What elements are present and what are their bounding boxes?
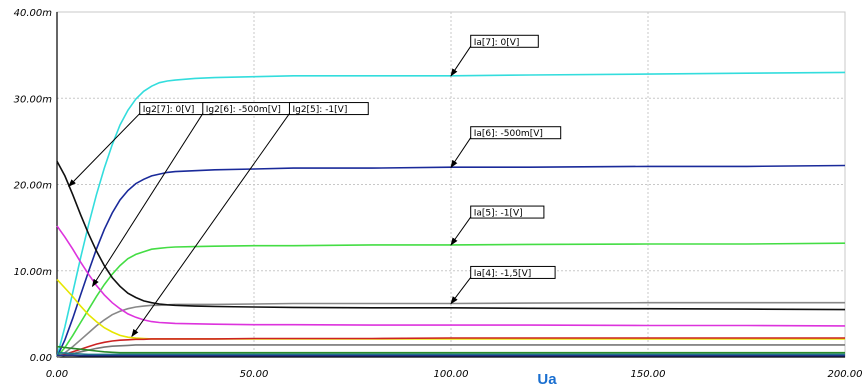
- annotation-label: Ig2[5]: -1[V]: [292, 105, 347, 115]
- annotation-label: Ia[7]: 0[V]: [474, 38, 520, 48]
- annotation-box: [288, 102, 369, 116]
- series-line-0: [56, 71, 846, 358]
- annotation-box: [470, 205, 545, 219]
- x-tick-label: 0.00: [46, 369, 68, 380]
- annotation-arrow: [450, 277, 472, 305]
- series-line-9: [56, 345, 845, 354]
- axes: [56, 12, 845, 358]
- annotation-arrow: [131, 113, 290, 338]
- annotation-label: Ig2[6]: -500m[V]: [206, 105, 281, 115]
- annotation-arrow: [68, 113, 141, 187]
- series-line-1: [56, 164, 846, 358]
- tick-labels: 0.00 50.00 100.00 150.00 200.00 0.00 10.00m 20.…: [14, 8, 863, 380]
- annotation-label: Ig2[7]: 0[V]: [143, 105, 195, 115]
- series-line-3: [56, 301, 845, 358]
- y-tick-label: 0.00: [30, 353, 52, 364]
- y-tick-label: 30.00m: [14, 94, 53, 105]
- annotation-arrow: [91, 113, 204, 288]
- annotation-label: Ia[5]: -1[V]: [474, 209, 523, 219]
- y-tick-label: 10.00m: [14, 267, 53, 278]
- annotation-arrow: [450, 46, 472, 77]
- y-tick-label: 20.00m: [14, 181, 53, 192]
- x-tick-label: 150.00: [631, 369, 666, 380]
- annotations: Ia[7]: 0[V] Ia[6]: -500m[V] Ia[5]: -1[V] Ia…: [68, 34, 562, 338]
- annotation-label: Ia[6]: -500m[V]: [474, 129, 543, 139]
- x-axis-label: Ua: [537, 371, 557, 387]
- annotation-arrow: [450, 216, 472, 246]
- x-tick-label: 50.00: [240, 369, 269, 380]
- series-line-7: [56, 337, 845, 358]
- y-tick-label: 40.00m: [14, 8, 53, 19]
- annotation-box: [470, 34, 539, 48]
- annotation-label: Ia[4]: -1,5[V]: [474, 269, 532, 279]
- series-line-2: [56, 242, 846, 358]
- series-line-10: [56, 351, 845, 356]
- annotation-box: [470, 126, 562, 140]
- annotation-arrow: [450, 137, 472, 169]
- x-tick-label: 200.00: [828, 369, 863, 380]
- series-line-5: [56, 225, 846, 327]
- annotation-box: [470, 265, 556, 279]
- x-tick-label: 100.00: [434, 369, 469, 380]
